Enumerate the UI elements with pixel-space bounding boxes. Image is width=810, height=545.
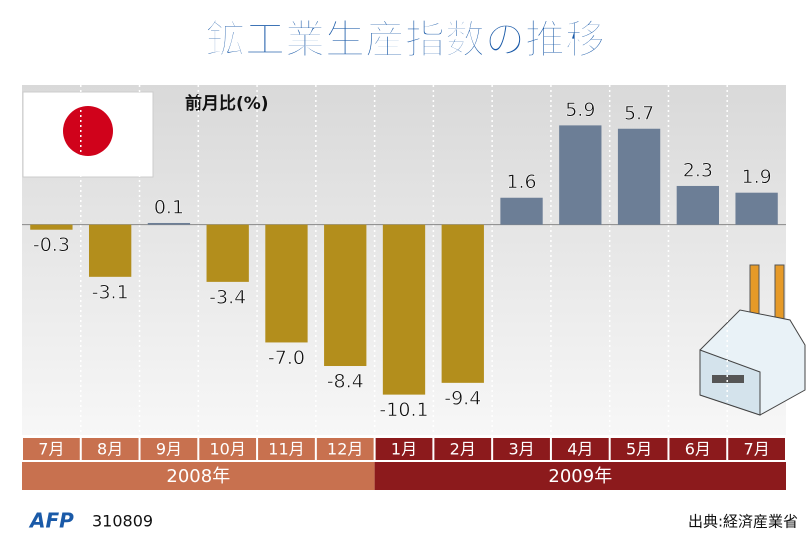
- value-label: -3.1: [92, 281, 129, 303]
- year-label: 2008年: [166, 466, 230, 487]
- month-cell: [728, 438, 785, 460]
- month-cell: [551, 438, 609, 460]
- x-tick-label: 10月: [210, 440, 246, 459]
- value-label: -3.4: [209, 286, 246, 308]
- flag: [22, 91, 154, 178]
- month-cell: [669, 438, 727, 460]
- bar: [147, 222, 191, 225]
- bar: [500, 197, 543, 225]
- value-label: 2.3: [683, 159, 713, 181]
- footer: AFP 310809 出典:経済産業省: [28, 509, 798, 533]
- chart-title: 鉱工業生産指数の推移: [205, 17, 605, 63]
- x-tick-label: 12月: [327, 440, 363, 459]
- source-code: AFP: [28, 509, 74, 533]
- bar: [735, 192, 778, 225]
- bar: [676, 185, 720, 225]
- x-tick-label: 8月: [97, 440, 123, 459]
- x-tick-label: 11月: [268, 440, 304, 459]
- bar: [88, 224, 132, 277]
- x-tick-label: 1月: [391, 440, 417, 459]
- bar: [617, 128, 661, 225]
- month-cell: [434, 438, 492, 460]
- year-band: [374, 462, 786, 490]
- month-cell: [23, 438, 80, 460]
- value-label: 5.7: [624, 102, 654, 124]
- x-tick-label: 7月: [744, 440, 770, 459]
- bar: [265, 224, 308, 343]
- factory-icon: [699, 264, 806, 416]
- x-tick-label: 9月: [156, 440, 182, 459]
- month-cell: [316, 438, 374, 460]
- value-label: -8.4: [327, 371, 364, 393]
- value-label: -7.0: [268, 347, 305, 369]
- x-tick-label: 6月: [685, 440, 711, 459]
- x-tick-label: 4月: [567, 440, 593, 459]
- bar: [206, 224, 249, 282]
- x-tick-label: 2月: [450, 440, 476, 459]
- year-band: [22, 462, 375, 490]
- month-cell: [258, 438, 315, 460]
- bar: [441, 224, 484, 383]
- value-label: 1.9: [742, 166, 772, 188]
- value-label: 5.9: [565, 99, 595, 121]
- month-cell: [610, 438, 668, 460]
- value-label: -0.3: [33, 234, 70, 256]
- month-cell: [81, 438, 139, 460]
- month-cell: [199, 438, 257, 460]
- value-label: 1.6: [506, 171, 536, 193]
- x-tick-label: 3月: [508, 440, 534, 459]
- value-label: -10.1: [379, 399, 428, 421]
- date-code: 310809: [92, 512, 153, 531]
- month-cell: [493, 438, 550, 460]
- x-tick-label: 7月: [38, 440, 64, 459]
- month-cell: [375, 438, 433, 460]
- year-label: 2009年: [548, 466, 612, 487]
- value-label: 0.1: [154, 196, 184, 218]
- source: 出典:経済産業省: [688, 513, 798, 531]
- bar: [559, 125, 602, 225]
- bar: [30, 224, 73, 230]
- value-label: -9.4: [444, 387, 481, 409]
- month-cell: [140, 438, 198, 460]
- bar: [382, 224, 426, 395]
- y-axis-label: 前月比(%): [185, 93, 269, 114]
- x-tick-label: 5月: [626, 440, 652, 459]
- bar: [324, 224, 367, 367]
